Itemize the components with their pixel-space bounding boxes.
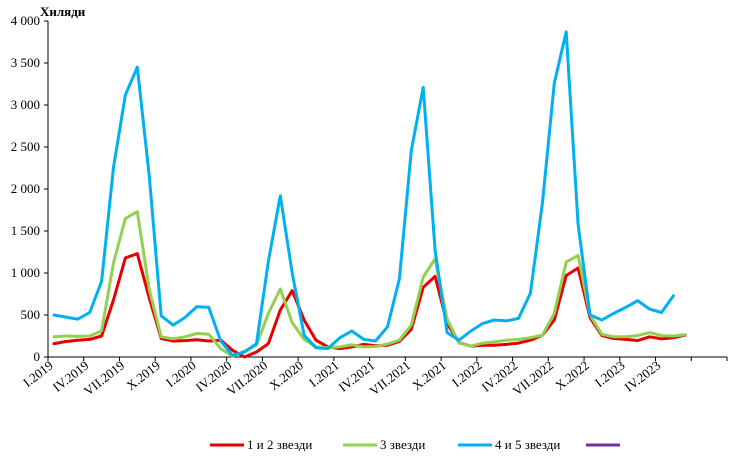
y-tick-label: 3 000 xyxy=(11,97,40,112)
legend-label-3: 4 и 5 звезди xyxy=(495,437,560,452)
y-tick-label: 500 xyxy=(21,307,41,322)
x-tick-label: X.2020 xyxy=(266,358,306,394)
series-lines xyxy=(52,30,687,359)
y-tick-label: 2 500 xyxy=(11,139,40,154)
y-tick-label: 3 500 xyxy=(11,55,40,70)
series-line-3 xyxy=(52,30,675,357)
y-tick-label: 2 000 xyxy=(11,181,40,196)
x-tick-label: VII.2020 xyxy=(224,358,271,399)
y-tick-label: 1 500 xyxy=(11,223,40,238)
y-axis: 0 500 1 000 1 500 2 000 2 500 3 000 3 500 4 000 xyxy=(11,13,49,364)
y-tick-label: 4 000 xyxy=(11,13,40,28)
legend: 1 и 2 звезди 3 звезди 4 и 5 звезди xyxy=(210,437,620,452)
y-tick-label: 0 xyxy=(34,349,41,364)
x-tick-label: VII.2019 xyxy=(81,358,128,399)
y-tick-label: 1 000 xyxy=(11,265,40,280)
x-tick-label: VII.2021 xyxy=(367,358,414,399)
x-tick-label: X.2021 xyxy=(409,358,449,394)
series-line-2 xyxy=(52,210,687,358)
legend-label-2: 3 звезди xyxy=(380,437,425,452)
x-tick-label: X.2019 xyxy=(123,358,163,394)
x-tick-label: X.2022 xyxy=(552,358,592,394)
x-tick-label: VII.2022 xyxy=(510,358,557,399)
x-tick-label: IV.2023 xyxy=(622,358,664,395)
y-axis-label: Хиляди xyxy=(40,4,86,19)
legend-label-1: 1 и 2 звезди xyxy=(247,437,312,452)
